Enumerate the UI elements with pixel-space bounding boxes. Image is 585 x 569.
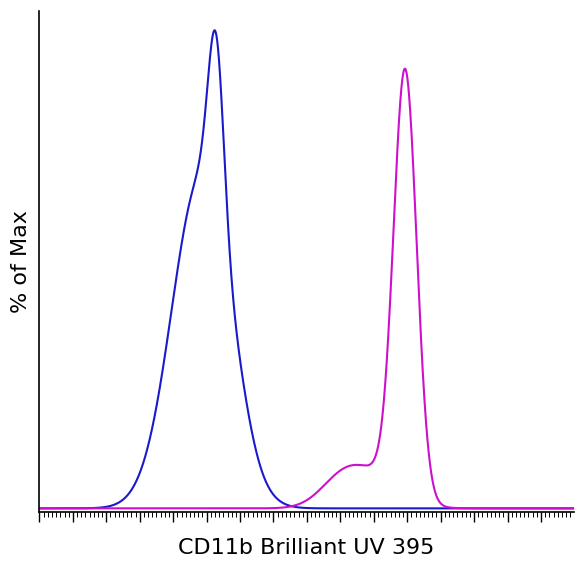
Y-axis label: % of Max: % of Max: [11, 210, 31, 313]
X-axis label: CD11b Brilliant UV 395: CD11b Brilliant UV 395: [178, 538, 435, 558]
